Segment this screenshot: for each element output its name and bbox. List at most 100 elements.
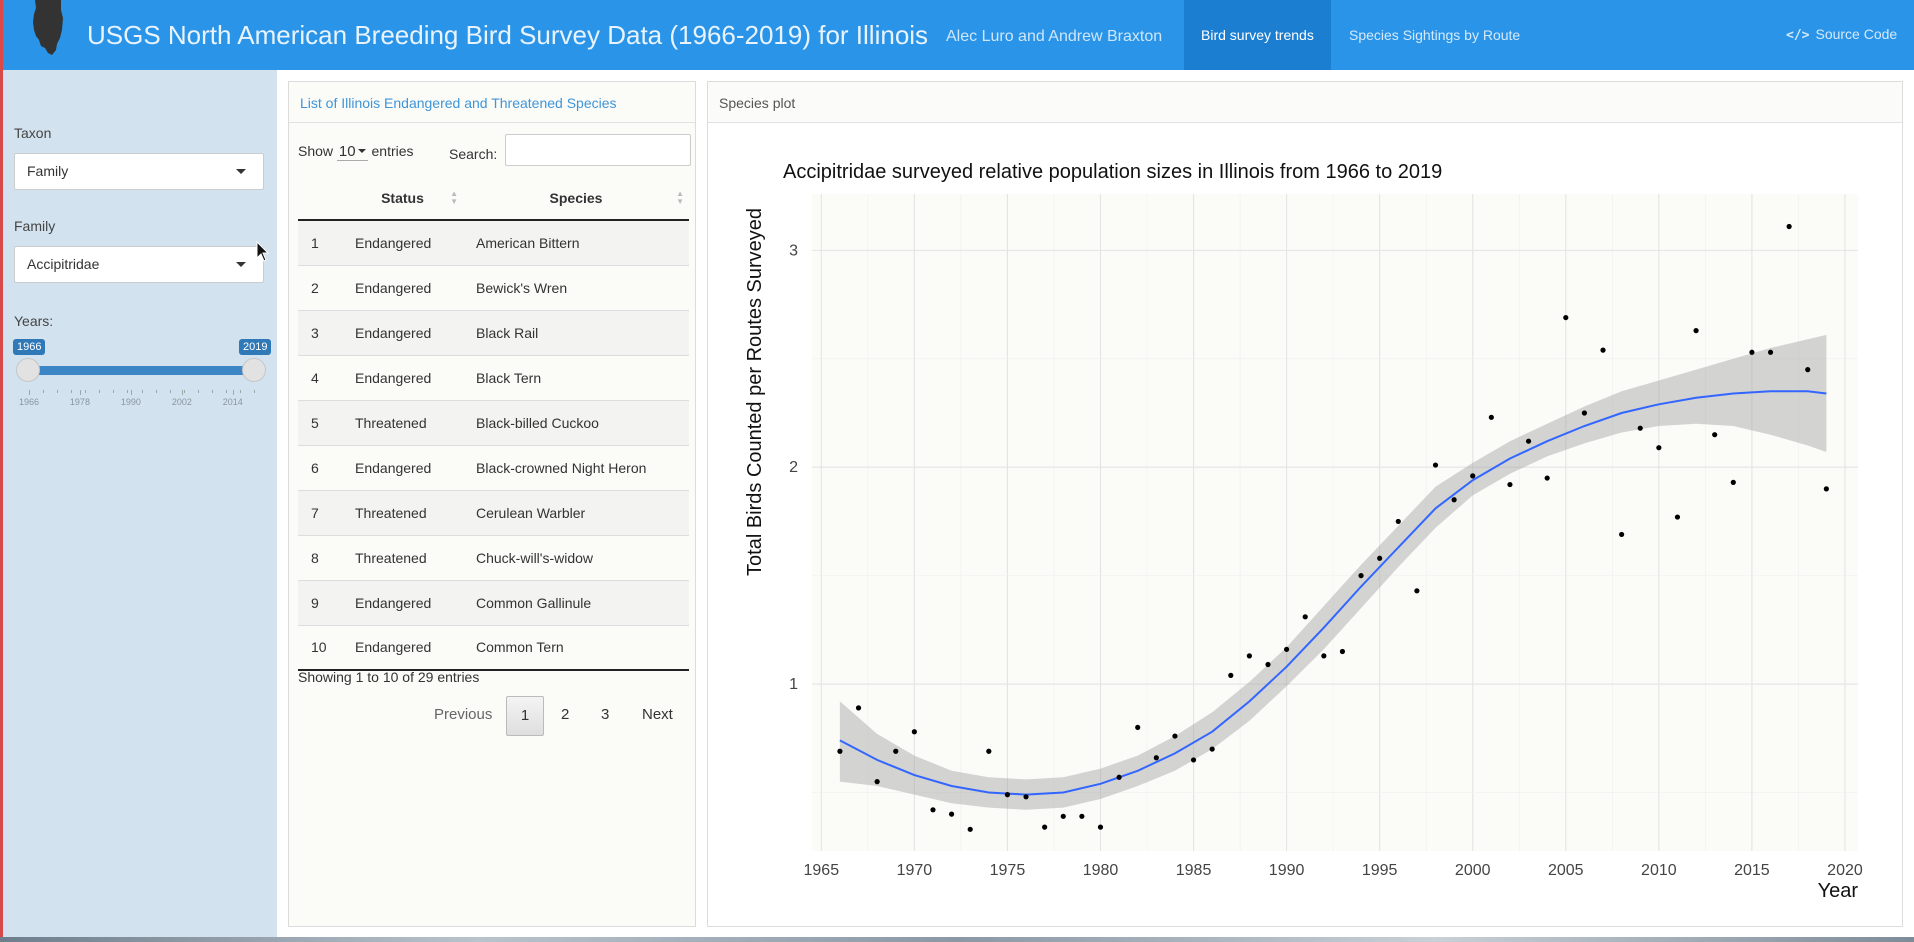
- data-point: [1805, 367, 1811, 373]
- years-min-bubble: 1966: [13, 339, 46, 355]
- desktop-background-strip: [0, 937, 1914, 942]
- table-row[interactable]: 1 Endangered American Bittern: [298, 220, 689, 266]
- tab-species-sightings-by-route[interactable]: Species Sightings by Route: [1349, 27, 1521, 43]
- row-index: 2: [298, 265, 342, 311]
- row-index: 8: [298, 535, 342, 581]
- slider-tick-label: 1966: [18, 397, 40, 407]
- years-slider-min-handle[interactable]: [16, 358, 40, 382]
- slider-minor-tick: [169, 390, 171, 393]
- table-row[interactable]: 9 Endangered Common Gallinule: [298, 580, 689, 626]
- row-index: 7: [298, 490, 342, 536]
- chevron-down-icon: [357, 149, 366, 153]
- source-code-link[interactable]: </> Source Code: [1786, 26, 1897, 43]
- species-table-body: 1 Endangered American Bittern 2 Endangered Be…: [298, 220, 689, 671]
- data-point: [1284, 646, 1290, 652]
- data-point: [1339, 648, 1346, 655]
- row-status: Endangered: [342, 580, 463, 626]
- data-point: [1377, 555, 1383, 561]
- app-authors: Alec Luro and Andrew Braxton: [946, 28, 1163, 45]
- row-species: Chuck-will's-widow: [463, 535, 689, 581]
- search-input[interactable]: [505, 134, 691, 166]
- table-row[interactable]: 7 Threatened Cerulean Warbler: [298, 490, 689, 536]
- table-row[interactable]: 6 Endangered Black-crowned Night Heron: [298, 445, 689, 491]
- data-point: [1674, 514, 1681, 520]
- table-row[interactable]: 2 Endangered Bewick's Wren: [298, 265, 689, 311]
- table-header-row: Status ▲ ▼ Species ▲ ▼: [298, 177, 689, 221]
- slider-minor-tick: [254, 390, 255, 393]
- y-tick-label: 1: [789, 676, 798, 693]
- data-point: [1525, 438, 1532, 444]
- slider-minor-tick: [183, 390, 185, 393]
- data-point: [1619, 531, 1625, 538]
- mouse-cursor-icon: [256, 241, 270, 262]
- data-point: [1767, 349, 1774, 355]
- x-tick-label: 1975: [990, 862, 1026, 879]
- slider-tick-label: 1990: [120, 397, 141, 407]
- species-plot: 1965 1970 1975 1980 1985 1990 1995 2000 2005 2010…: [744, 161, 1863, 902]
- table-controls: Show 10 entries Search:: [298, 134, 691, 170]
- x-tick-label: 2020: [1827, 862, 1863, 879]
- data-point: [930, 807, 936, 813]
- slider-tick-label: 2014: [222, 397, 243, 407]
- data-point: [1135, 724, 1141, 731]
- row-index: 3: [298, 310, 342, 356]
- tab-bird-survey-trends[interactable]: Bird survey trends: [1184, 0, 1331, 70]
- pagination-previous[interactable]: Previous: [434, 706, 493, 723]
- column-header-index[interactable]: [298, 177, 342, 221]
- x-tick-label: 1995: [1362, 862, 1398, 879]
- app-title: USGS North American Breeding Bird Survey…: [87, 20, 929, 50]
- data-point: [1507, 481, 1513, 488]
- row-species: Black-crowned Night Heron: [463, 445, 689, 491]
- data-point: [893, 748, 899, 754]
- pagination-next[interactable]: Next: [642, 706, 673, 723]
- sort-icon: ▲ ▼: [676, 189, 684, 206]
- x-tick-label: 1970: [897, 862, 933, 879]
- y-tick-label: 2: [789, 459, 798, 476]
- entries-label: entries: [371, 143, 414, 159]
- column-header-species-label: Species: [549, 190, 603, 206]
- row-index: 1: [298, 220, 342, 266]
- data-point: [1116, 774, 1122, 780]
- table-row[interactable]: 5 Threatened Black-billed Cuckoo: [298, 400, 689, 446]
- chevron-down-icon: [236, 262, 246, 267]
- years-label: Years:: [14, 313, 54, 329]
- source-code-label: Source Code: [1815, 26, 1898, 42]
- data-point: [1153, 755, 1159, 761]
- slider-minor-tick: [113, 390, 115, 393]
- data-point: [1395, 518, 1401, 525]
- species-table: Status ▲ ▼ Species ▲ ▼ 1 Endangered American B…: [298, 177, 689, 671]
- table-row[interactable]: 4 Endangered Black Tern: [298, 355, 689, 401]
- family-select[interactable]: Accipitridae: [14, 246, 264, 283]
- data-point: [1042, 824, 1048, 830]
- pagination-page-2[interactable]: 2: [561, 706, 570, 723]
- table-row[interactable]: 3 Endangered Black Rail: [298, 310, 689, 356]
- data-point: [1172, 733, 1178, 739]
- row-species: Black-billed Cuckoo: [463, 400, 689, 446]
- x-axis-label: Year: [1818, 880, 1859, 902]
- row-species: Bewick's Wren: [463, 265, 689, 311]
- chart-title: Accipitridae surveyed relative populatio…: [783, 161, 1442, 183]
- column-header-species[interactable]: Species ▲ ▼: [463, 177, 689, 221]
- row-status: Threatened: [342, 535, 463, 581]
- row-species: Black Rail: [463, 310, 689, 356]
- pagination-page-3[interactable]: 3: [601, 706, 610, 723]
- row-index: 9: [298, 580, 342, 626]
- table-row[interactable]: 10 Endangered Common Tern: [298, 625, 689, 671]
- search-label: Search:: [449, 146, 498, 162]
- pagination-page-1[interactable]: 1: [506, 696, 544, 736]
- taxon-select[interactable]: Family: [14, 153, 264, 190]
- species-table-heading: List of Illinois Endangered and Threaten…: [289, 82, 695, 123]
- page-length-select[interactable]: 10: [336, 143, 368, 161]
- x-tick-label: 1980: [1083, 862, 1119, 879]
- data-point: [986, 748, 992, 754]
- row-status: Endangered: [342, 310, 463, 356]
- x-tick-label: 2005: [1548, 862, 1584, 879]
- x-tick-label: 1990: [1269, 862, 1305, 879]
- column-header-status[interactable]: Status ▲ ▼: [342, 177, 463, 221]
- years-slider-max-handle[interactable]: [242, 358, 266, 382]
- data-point: [1451, 497, 1457, 503]
- row-status: Endangered: [342, 265, 463, 311]
- row-index: 6: [298, 445, 342, 491]
- table-row[interactable]: 8 Threatened Chuck-will's-widow: [298, 535, 689, 581]
- years-slider-track[interactable]: [27, 366, 255, 375]
